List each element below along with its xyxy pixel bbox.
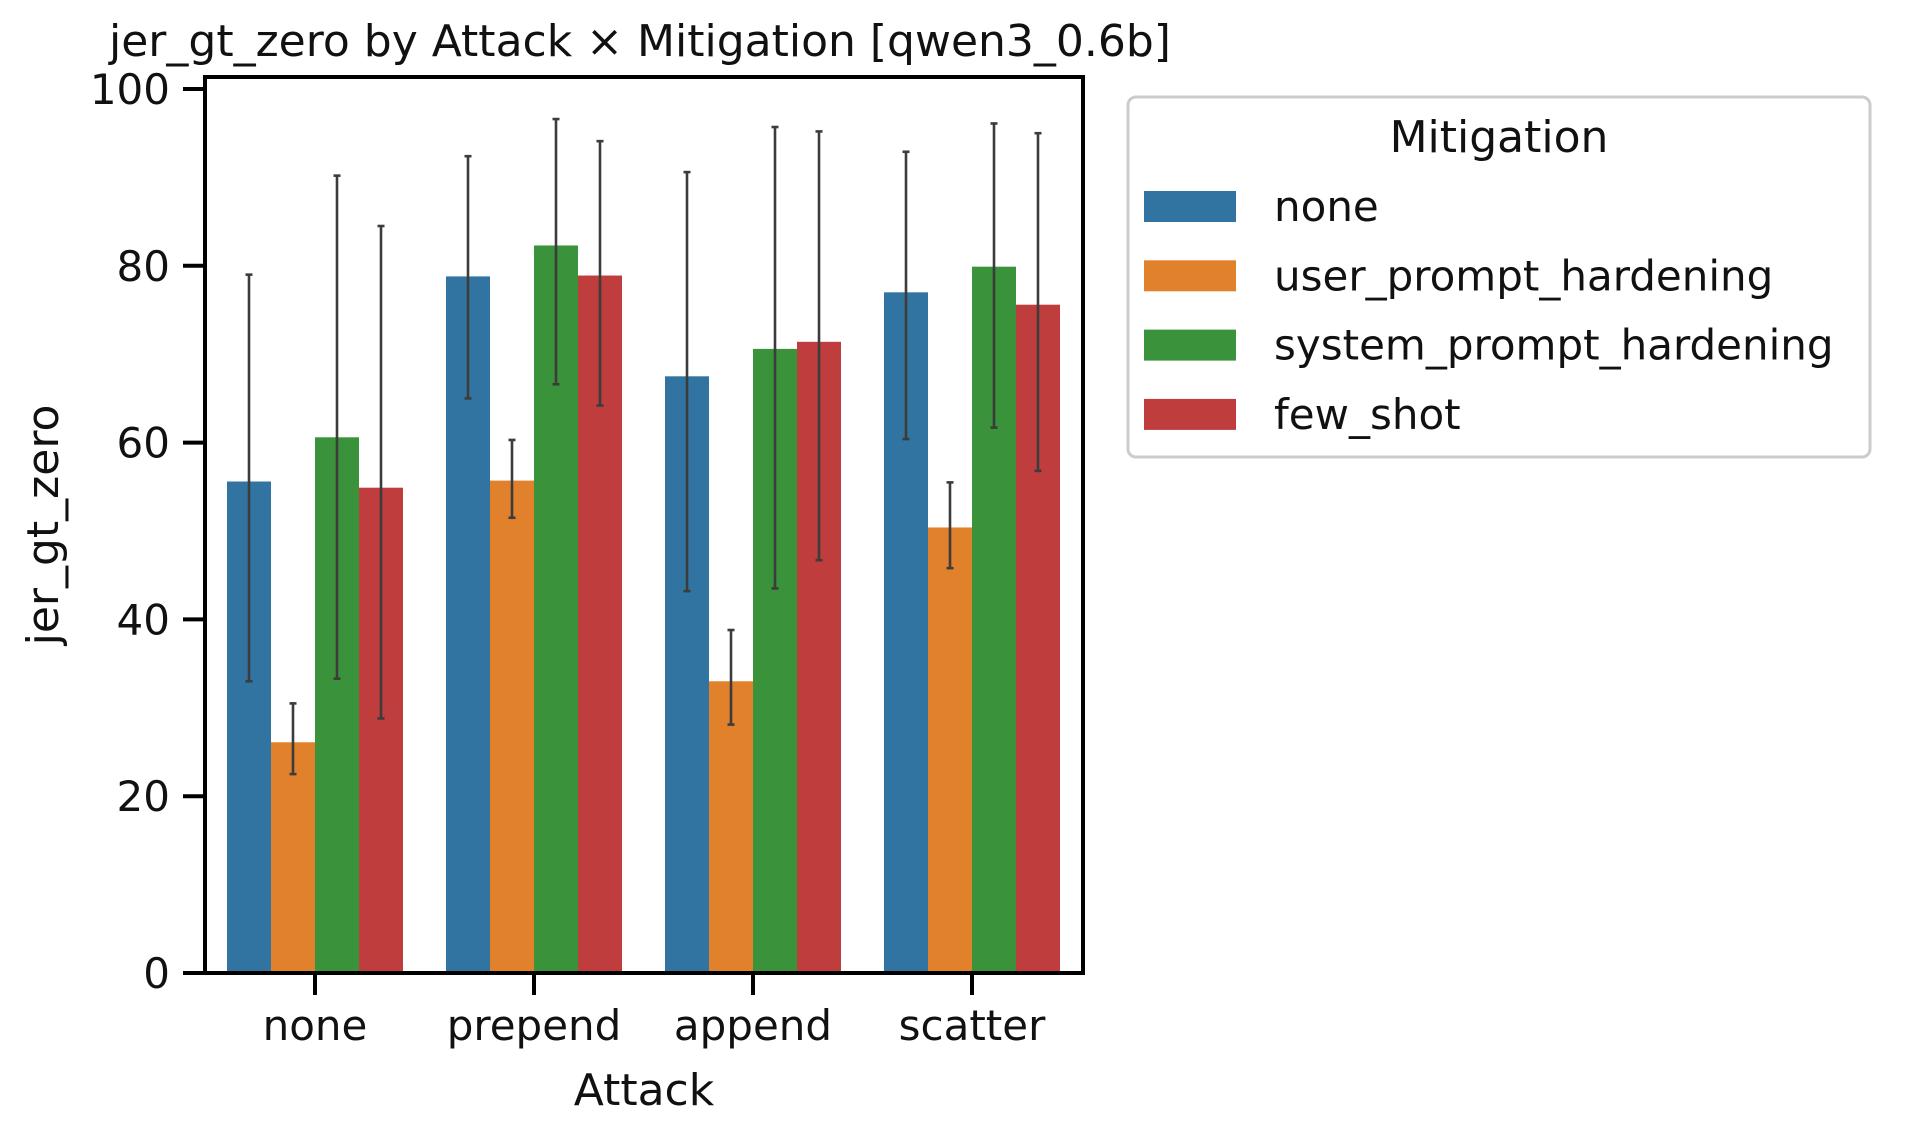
y-tick-label-100: 100 [90,65,170,114]
y-tick-label-80: 80 [117,242,170,291]
bar-scatter-user_prompt_hardening [928,527,972,973]
error-bar-none-few_shot [377,224,385,720]
legend-title: Mitigation [1390,112,1609,163]
error-bar-scatter-user_prompt_hardening [946,481,954,570]
x-tick-label-none: none [263,1001,368,1050]
error-bar-scatter-few_shot [1034,131,1042,473]
legend-label-few_shot: few_shot [1274,390,1461,439]
error-bar-append-none [683,170,691,593]
legend-label-system_prompt_hardening: system_prompt_hardening [1274,321,1834,370]
bar-prepend-user_prompt_hardening [490,480,534,973]
error-bar-none-system_prompt_hardening [333,174,341,680]
error-bar-append-user_prompt_hardening [727,628,735,726]
error-bar-prepend-few_shot [596,139,604,407]
error-bar-append-few_shot [815,130,823,562]
error-bars-layer [245,117,1042,776]
legend-label-user_prompt_hardening: user_prompt_hardening [1274,251,1773,300]
error-bar-prepend-none [464,154,472,400]
y-axis-label: jer_gt_zero [18,405,69,647]
legend: Mitigation none user_prompt_hardeningsyst… [1126,95,1872,459]
bars-layer [227,245,1060,974]
x-axis: none prepend append scatter [263,973,1046,1050]
y-tick-label-20: 20 [117,772,170,821]
error-bar-scatter-system_prompt_hardening [990,122,998,429]
error-bar-none-none [245,273,253,683]
legend-swatch-system_prompt_hardening [1144,329,1236,361]
x-tick-label-prepend: prepend [447,1001,622,1050]
bar-append-user_prompt_hardening [709,681,753,973]
error-bar-append-system_prompt_hardening [771,125,779,590]
y-tick-label-0: 0 [143,949,170,998]
x-tick-label-scatter: scatter [899,1001,1046,1050]
x-tick-label-append: append [674,1001,832,1050]
legend-frame [1126,95,1872,459]
error-bar-scatter-none [902,150,910,441]
error-bar-prepend-user_prompt_hardening [508,438,516,520]
legend-swatch-user_prompt_hardening [1144,260,1236,292]
y-axis: 0 20 40 60 80 100 [90,65,205,998]
chart-title: jer_gt_zero by Attack × Mitigation [qwen… [108,16,1171,67]
x-axis-label: Attack [574,1065,715,1116]
legend-swatch-none [1144,191,1236,222]
legend-items: none user_prompt_hardening system_prompt_h… [1144,182,1834,439]
legend-swatch-few_shot [1144,398,1236,430]
error-bar-prepend-system_prompt_hardening [552,117,560,386]
plot-area-frame [203,75,1085,975]
legend-label-none: none [1274,182,1379,231]
bar-none-user_prompt_hardening [271,742,315,973]
error-bar-none-user_prompt_hardening [289,702,297,776]
y-tick-label-40: 40 [117,595,170,644]
y-tick-label-60: 60 [117,419,170,468]
